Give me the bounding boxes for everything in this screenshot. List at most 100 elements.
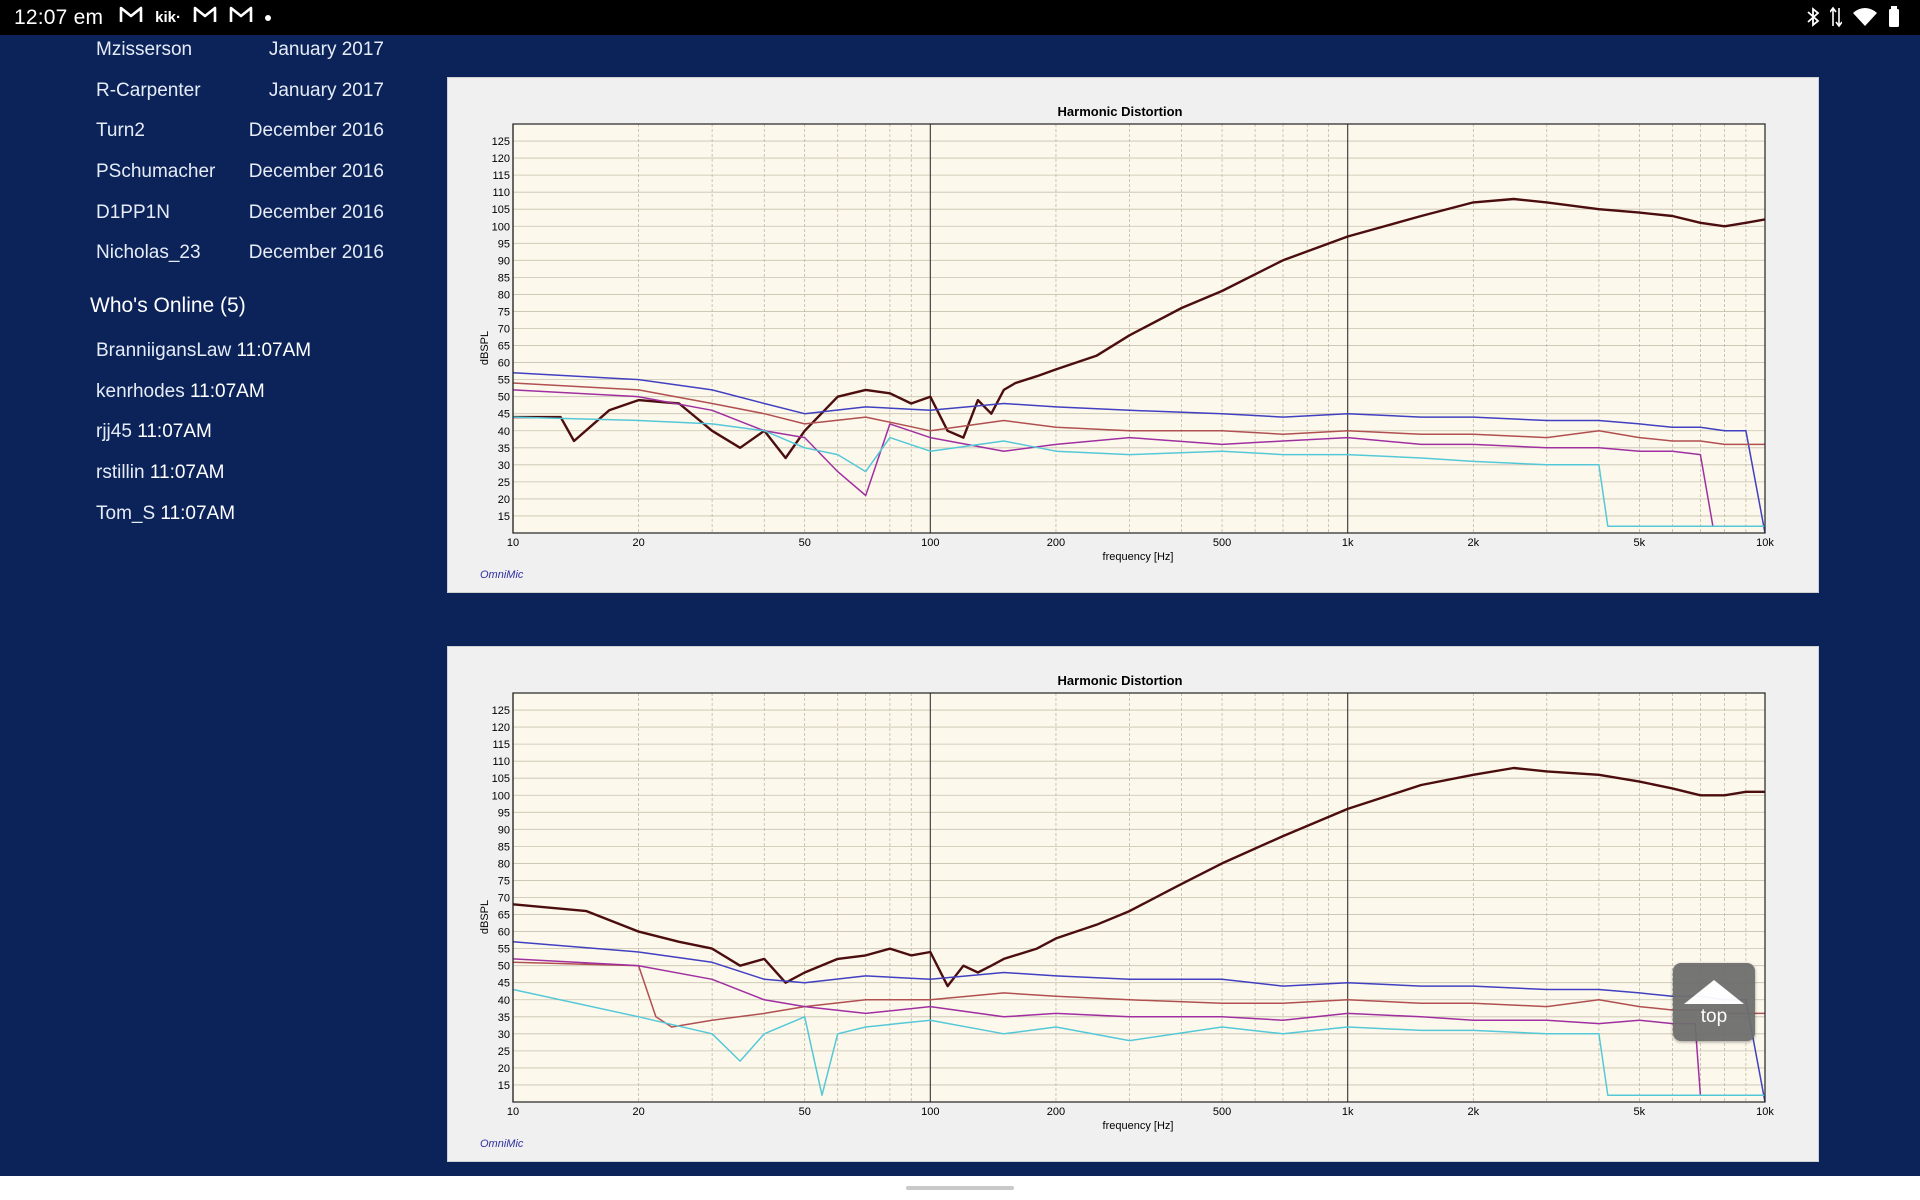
y-tick-label: 100 [492, 790, 510, 802]
series-line [512, 382, 1765, 446]
x-tick-label: 20 [633, 1106, 645, 1118]
member-row[interactable]: D1PP1N December 2016 [96, 193, 384, 233]
system-icons [1806, 6, 1900, 33]
y-tick-label: 25 [498, 1046, 510, 1058]
member-join-date: December 2016 [248, 242, 384, 263]
scroll-to-top-button[interactable]: top [1673, 963, 1755, 1041]
y-tick-label: 75 [498, 875, 510, 887]
y-tick-label: 35 [498, 1012, 510, 1024]
kik-icon: kik· [155, 9, 182, 26]
online-user-time: 11:07AM [190, 381, 265, 402]
series-line [512, 416, 1765, 527]
y-tick-label: 120 [492, 722, 510, 734]
gmail-icon [193, 6, 217, 30]
member-name: PSchumacher [96, 161, 216, 182]
wifi-icon [1852, 7, 1878, 32]
y-tick-label: 90 [498, 255, 510, 267]
online-user-name: rstillin [96, 462, 145, 483]
plot-area: 1520253035404550556065707580859095100105… [492, 123, 1774, 549]
omnimic-brand: OmniMic [480, 1138, 524, 1150]
y-tick-label: 95 [498, 238, 510, 250]
chart-panel-1[interactable]: 15 20 25 30 35 40 45 50 55 60 65 70 75 80 85 90 95 100 105… [447, 77, 1819, 593]
online-user-name: BranniigansLaw [96, 340, 232, 361]
member-row[interactable]: PSchumacher December 2016 [96, 152, 384, 192]
online-user-name: rjj45 [96, 421, 132, 442]
x-tick-label: 200 [1047, 537, 1065, 549]
x-tick-label: 500 [1213, 1106, 1231, 1118]
data-arrows-icon [1829, 6, 1843, 33]
member-row[interactable]: Nicholas_23 December 2016 [96, 233, 384, 273]
member-row[interactable]: R-Carpenter January 2017 [96, 71, 384, 111]
y-tick-label: 70 [498, 324, 510, 336]
x-tick-label: 50 [799, 1106, 811, 1118]
online-user-row[interactable]: BranniigansLaw 11:07AM [96, 340, 311, 362]
y-tick-label: 55 [498, 375, 510, 387]
x-tick-label: 100 [921, 537, 939, 549]
x-tick-label: 50 [799, 537, 811, 549]
x-tick-label: 10k [1756, 537, 1774, 549]
y-tick-label: 30 [498, 460, 510, 472]
x-tick-label: 1k [1342, 537, 1354, 549]
series-line [512, 389, 1765, 527]
x-tick-label: 10k [1756, 1106, 1774, 1118]
x-axis-label: frequency [Hz] [1103, 1120, 1174, 1132]
y-tick-label: 50 [498, 392, 510, 404]
x-tick-label: 10 [507, 537, 519, 549]
notification-icons: kik· [119, 6, 272, 30]
plot-border [512, 692, 1766, 1103]
y-tick-label: 65 [498, 341, 510, 353]
y-tick-label: 25 [498, 477, 510, 489]
status-bar: 12:07 em kik· [0, 0, 1920, 35]
member-name: D1PP1N [96, 202, 170, 223]
y-tick-label: 105 [492, 204, 510, 216]
y-tick-label: 110 [492, 187, 510, 199]
x-tick-label: 2k [1467, 1106, 1479, 1118]
y-tick-label: 85 [498, 272, 510, 284]
omnimic-brand: OmniMic [480, 569, 524, 581]
y-tick-label: 80 [498, 289, 510, 301]
y-axis-label: dBSPL [479, 900, 491, 934]
y-tick-label: 55 [498, 944, 510, 956]
x-tick-label: 20 [633, 537, 645, 549]
chart-title: Harmonic Distortion [1058, 104, 1183, 119]
plot-border [512, 123, 1766, 534]
x-axis-label: frequency [Hz] [1103, 551, 1174, 563]
gesture-handle[interactable] [906, 1186, 1014, 1190]
y-tick-label: 105 [492, 773, 510, 785]
x-tick-label: 500 [1213, 537, 1231, 549]
member-join-date: January 2017 [268, 80, 384, 101]
y-tick-label: 90 [498, 824, 510, 836]
dot-icon [265, 14, 272, 21]
chart-panel-2[interactable]: 15 20 25 30 35 40 45 50 55 60 65 70 75 80 85 90 95 100 105… [447, 646, 1819, 1162]
x-tick-label: 10 [507, 1106, 519, 1118]
online-user-row[interactable]: kenrhodes 11:07AM [96, 381, 265, 403]
triangle-up-icon [1684, 980, 1744, 1004]
x-tick-label: 1k [1342, 1106, 1354, 1118]
y-tick-label: 45 [498, 978, 510, 990]
harmonic-distortion-chart: 1520253035404550556065707580859095100105… [479, 104, 1774, 581]
member-join-date: December 2016 [248, 202, 384, 223]
y-tick-label: 15 [498, 1080, 510, 1092]
online-user-row[interactable]: Tom_S 11:07AM [96, 503, 235, 525]
plot-area: 1520253035404550556065707580859095100105… [492, 692, 1774, 1118]
online-user-row[interactable]: rjj45 11:07AM [96, 421, 212, 443]
scroll-to-top-label: top [1700, 1006, 1728, 1027]
online-user-row[interactable]: rstillin 11:07AM [96, 462, 224, 484]
member-join-date: January 2017 [268, 39, 384, 60]
bluetooth-icon [1806, 6, 1820, 33]
y-tick-label: 125 [492, 136, 510, 148]
y-tick-label: 60 [498, 927, 510, 939]
y-tick-label: 20 [498, 494, 510, 506]
chart-title: Harmonic Distortion [1058, 673, 1183, 688]
y-tick-label: 115 [492, 170, 510, 182]
member-row[interactable]: Turn2 December 2016 [96, 111, 384, 151]
y-tick-label: 40 [498, 426, 510, 438]
gmail-icon [229, 6, 253, 30]
y-tick-label: 15 [498, 511, 510, 523]
y-tick-label: 65 [498, 910, 510, 922]
y-tick-label: 30 [498, 1029, 510, 1041]
y-tick-label: 110 [492, 756, 510, 768]
online-user-time: 11:07AM [160, 503, 236, 524]
y-axis-label: dBSPL [479, 331, 491, 365]
member-row[interactable]: Mzisserson January 2017 [96, 30, 384, 70]
